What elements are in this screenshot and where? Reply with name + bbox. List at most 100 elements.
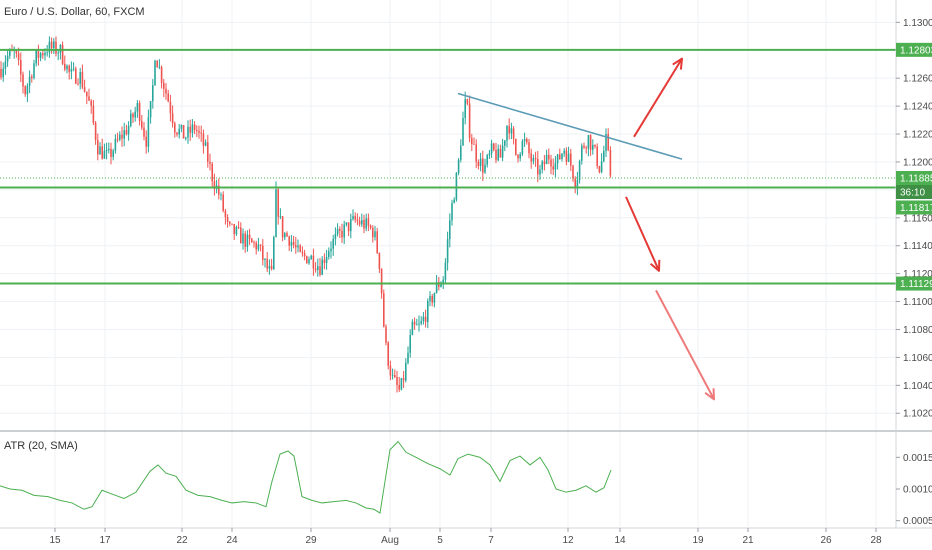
candle-body bbox=[103, 151, 106, 159]
time-tick-label: 17 bbox=[99, 535, 111, 546]
candle-body bbox=[297, 245, 299, 248]
candle-body bbox=[165, 88, 167, 94]
candle-body bbox=[248, 234, 251, 239]
candle-body bbox=[163, 82, 165, 89]
time-tick-label: 28 bbox=[870, 535, 882, 546]
candle-body bbox=[336, 228, 339, 235]
time-tick-label: 12 bbox=[562, 535, 574, 546]
price-tick-label: 1.10600 bbox=[903, 353, 932, 364]
candle-body bbox=[350, 218, 352, 232]
candle-body bbox=[486, 155, 488, 165]
arrow-shaft bbox=[625, 196, 660, 272]
candle-body bbox=[99, 146, 101, 155]
annotation-arrows[interactable] bbox=[625, 57, 715, 401]
candle-body bbox=[288, 236, 290, 246]
price-badge-bg bbox=[896, 200, 932, 215]
candle-body bbox=[572, 165, 574, 179]
candle-body bbox=[585, 147, 587, 149]
candle-body bbox=[596, 146, 598, 167]
trend-arrow[interactable] bbox=[625, 196, 661, 272]
candle-body bbox=[574, 178, 576, 188]
candle-body bbox=[226, 217, 229, 222]
price-tick-label: 1.11600 bbox=[903, 213, 932, 224]
candle-body bbox=[174, 123, 176, 133]
candle-body bbox=[517, 154, 519, 159]
price-badge-current: 1.11885 bbox=[896, 171, 932, 186]
candle-body bbox=[583, 145, 585, 148]
candle-body bbox=[398, 384, 400, 390]
candle-body bbox=[607, 134, 609, 150]
candle-body bbox=[376, 231, 378, 253]
candle-body bbox=[253, 242, 255, 244]
candle-body bbox=[363, 220, 365, 229]
candle-body bbox=[319, 266, 321, 275]
candle-body bbox=[321, 259, 323, 275]
candle-body bbox=[72, 68, 75, 70]
price-badge-bg bbox=[896, 171, 932, 186]
price-tick-label: 1.13000 bbox=[903, 18, 932, 29]
candle-body bbox=[418, 323, 420, 325]
candle-body bbox=[431, 295, 433, 303]
trend-arrow[interactable] bbox=[655, 289, 715, 401]
candle-body bbox=[207, 142, 209, 162]
price-badge-label: 1.11817 bbox=[900, 203, 932, 214]
trendline[interactable] bbox=[457, 92, 683, 160]
candle-body bbox=[325, 257, 328, 263]
candle-body bbox=[35, 50, 37, 64]
candle-body bbox=[37, 50, 40, 58]
atr-pane[interactable]: ATR (20, SMA) bbox=[0, 440, 612, 514]
candle-body bbox=[493, 143, 495, 150]
price-tick-label: 1.12200 bbox=[903, 130, 932, 141]
candle-body bbox=[24, 86, 26, 95]
price-tick-label: 1.12000 bbox=[903, 157, 932, 168]
candle-body bbox=[402, 378, 405, 381]
candle-body bbox=[427, 301, 429, 322]
candle-body bbox=[532, 157, 535, 162]
candle-body bbox=[556, 154, 559, 164]
candle-body bbox=[136, 103, 139, 112]
candle-body bbox=[471, 138, 473, 145]
time-tick-label: 29 bbox=[305, 535, 317, 546]
price-pane[interactable] bbox=[0, 36, 896, 401]
candle-body bbox=[484, 164, 486, 173]
time-tick-label: 26 bbox=[820, 535, 832, 546]
candle-body bbox=[400, 378, 403, 390]
candle-body bbox=[552, 166, 554, 170]
candle-body bbox=[116, 138, 119, 140]
candle-body bbox=[444, 262, 447, 280]
candle-body bbox=[266, 258, 268, 269]
candle-body bbox=[389, 365, 392, 376]
price-tick-label: 1.10400 bbox=[903, 381, 932, 392]
candle-body bbox=[354, 216, 356, 220]
time-tick-label: 14 bbox=[614, 535, 626, 546]
candle-body bbox=[218, 185, 220, 195]
candle-body bbox=[44, 52, 46, 56]
candle-body bbox=[46, 52, 48, 54]
candle-body bbox=[28, 76, 31, 86]
candle-body bbox=[94, 122, 97, 141]
candle-body bbox=[134, 111, 136, 118]
candle-body bbox=[295, 245, 297, 248]
candle-body bbox=[86, 91, 88, 97]
candle-body bbox=[504, 140, 506, 146]
candle-body bbox=[246, 234, 249, 247]
time-axis[interactable]: 15 17 22 24 29 Aug 5 7 12 14 19 21 26 28 bbox=[49, 528, 882, 546]
candle-body bbox=[460, 145, 462, 160]
candle-body bbox=[303, 253, 306, 257]
candle-body bbox=[594, 144, 596, 147]
candle-body bbox=[42, 53, 44, 56]
candle-body bbox=[422, 316, 425, 321]
candle-body bbox=[407, 352, 409, 363]
candle-body bbox=[462, 117, 464, 146]
candle-body bbox=[603, 150, 605, 162]
candle-body bbox=[519, 154, 521, 159]
candle-body bbox=[281, 216, 284, 238]
time-tick-label: 19 bbox=[692, 535, 704, 546]
candle-body bbox=[61, 44, 64, 64]
trend-arrow[interactable] bbox=[633, 57, 683, 138]
candle-series bbox=[0, 36, 612, 393]
candle-body bbox=[420, 320, 422, 324]
horizontal-levels[interactable] bbox=[0, 48, 896, 285]
